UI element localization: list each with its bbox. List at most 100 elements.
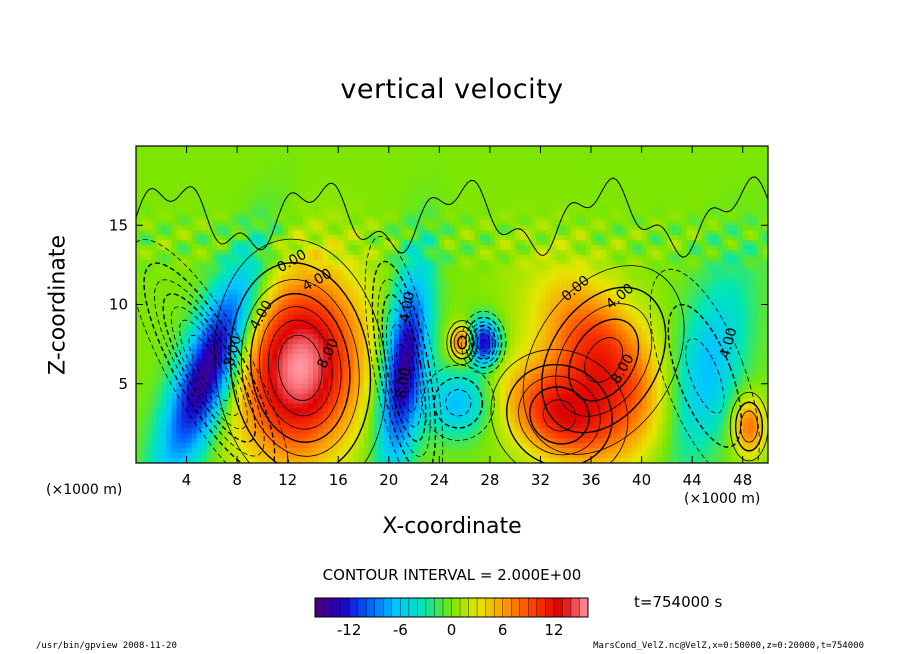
heat-cell: [419, 240, 425, 246]
heat-cell: [302, 269, 309, 276]
heat-cell: [631, 220, 638, 226]
heat-cell: [656, 259, 663, 266]
heat-cell: [297, 284, 304, 291]
heat-cell: [651, 210, 658, 216]
heat-cell: [707, 146, 713, 152]
heat-cell: [666, 309, 673, 315]
heat-cell: [459, 254, 466, 261]
heat-cell: [489, 324, 496, 330]
heat-cell: [697, 309, 703, 315]
heat-cell: [656, 210, 663, 216]
heat-cell: [585, 294, 592, 301]
heat-cell: [252, 289, 258, 296]
heat-cell: [737, 225, 744, 231]
heat-cell: [201, 146, 208, 152]
heat-cell: [383, 205, 390, 211]
heat-cell: [535, 175, 542, 182]
heat-cell: [201, 319, 208, 325]
heat-cell: [591, 240, 597, 246]
heat-cell: [156, 284, 162, 291]
heat-cell: [257, 160, 263, 167]
heat-cell: [535, 274, 542, 281]
heat-cell: [206, 160, 213, 167]
heat-cell: [484, 329, 491, 335]
heat-cell: [328, 334, 334, 340]
heat-cell: [419, 225, 425, 231]
heat-cell: [591, 319, 597, 325]
heat-cell: [520, 190, 526, 197]
heat-cell: [307, 235, 314, 241]
heat-cell: [742, 324, 749, 330]
heat-cell: [737, 150, 744, 157]
heat-cell: [211, 210, 218, 216]
heat-cell: [646, 309, 653, 315]
heat-cell: [429, 309, 435, 315]
heat-cell: [312, 150, 319, 157]
heat-cell: [671, 160, 678, 167]
heat-cell: [570, 210, 577, 216]
heat-cell: [186, 180, 193, 187]
heat-cell: [737, 274, 744, 281]
heat-cell: [555, 230, 562, 236]
heat-cell: [560, 294, 567, 301]
heat-cell: [666, 225, 673, 231]
heat-cell: [454, 314, 461, 320]
heat-cell: [358, 200, 365, 207]
heat-cell: [181, 170, 188, 177]
heat-cell: [530, 155, 537, 162]
heat-cell: [403, 250, 410, 256]
heat-cell: [671, 180, 678, 187]
heat-cell: [348, 284, 355, 291]
heat-cell: [585, 304, 592, 311]
heat-cell: [247, 269, 253, 276]
heat-cell: [323, 160, 329, 167]
heat-cell: [201, 235, 208, 241]
heat-cell: [383, 289, 390, 296]
heat-cell: [292, 200, 299, 207]
heat-cell: [353, 155, 360, 162]
heat-cell: [757, 215, 764, 221]
heat-cell: [429, 215, 435, 221]
heat-cell: [343, 324, 349, 330]
heat-cell: [752, 259, 759, 266]
heat-cell: [348, 225, 355, 231]
heat-cell: [318, 329, 324, 335]
heat-cell: [464, 339, 471, 345]
heat-cell: [348, 294, 355, 301]
heat-cell: [676, 240, 683, 246]
heat-cell: [742, 250, 749, 256]
heat-cell: [469, 155, 476, 162]
heat-cell: [388, 319, 395, 325]
heat-cell: [494, 225, 501, 231]
heat-cell: [666, 180, 673, 187]
heat-cell: [444, 225, 451, 231]
heat-cell: [646, 250, 653, 256]
heat-cell: [287, 160, 294, 167]
heat-cell: [409, 339, 415, 345]
heat-cell: [146, 220, 152, 226]
heat-cell: [227, 170, 233, 177]
heat-cell: [692, 190, 698, 197]
heat-cell: [429, 190, 435, 197]
heat-cell: [727, 314, 734, 320]
heat-cell: [474, 250, 481, 256]
heat-cell: [591, 314, 597, 320]
heat-cell: [297, 319, 304, 325]
heat-cell: [297, 190, 304, 197]
heat-cell: [196, 294, 203, 301]
heat-cell: [692, 245, 698, 251]
heat-cell: [363, 250, 370, 256]
heat-cell: [671, 259, 678, 266]
heat-cell: [692, 289, 698, 296]
heat-cell: [323, 254, 329, 261]
heat-cell: [302, 155, 309, 162]
heat-cell: [565, 170, 572, 177]
heat-cell: [540, 215, 547, 221]
heat-cell: [550, 215, 557, 221]
heat-cell: [429, 339, 435, 345]
heat-cell: [297, 299, 304, 306]
heat-cell: [646, 245, 653, 251]
heat-cell: [312, 245, 319, 251]
heat-cell: [328, 314, 334, 320]
heat-cell: [247, 170, 253, 177]
